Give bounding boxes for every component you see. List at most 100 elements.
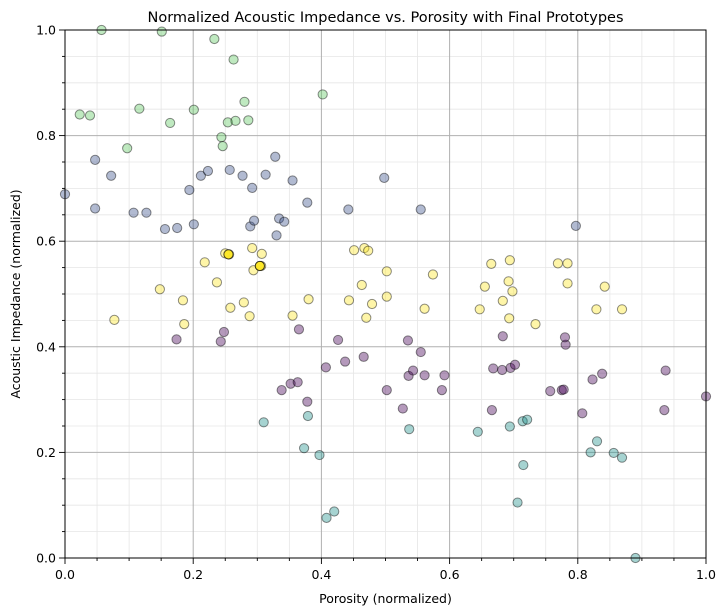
data-point [497, 331, 508, 342]
data-point [343, 204, 354, 215]
data-point [320, 362, 331, 373]
data-point [195, 170, 206, 181]
data-point [608, 447, 619, 459]
data-point [244, 311, 255, 322]
data-point [256, 248, 267, 259]
y-tick-label: 0.4 [36, 339, 56, 354]
data-point [247, 242, 258, 254]
data-point [504, 255, 515, 266]
data-point [404, 424, 415, 435]
data-point [616, 452, 628, 463]
data-point [216, 132, 227, 143]
data-point [74, 109, 85, 120]
data-point [587, 374, 598, 385]
data-point [279, 216, 290, 227]
x-tick-label: 0.8 [568, 567, 588, 582]
data-point [273, 213, 285, 224]
data-point [599, 281, 610, 292]
data-point [660, 365, 671, 376]
data-point [302, 197, 313, 208]
data-point [659, 405, 670, 416]
data-point [106, 170, 117, 181]
data-point [84, 110, 96, 121]
data-point [403, 370, 414, 381]
data-point [239, 96, 250, 107]
data-point [237, 170, 248, 181]
data-point [303, 294, 314, 305]
x-axis-label: Porosity (normalized) [319, 591, 452, 606]
data-points [59, 24, 712, 564]
data-point [184, 184, 195, 196]
data-point [486, 258, 497, 270]
data-point [247, 182, 258, 193]
data-point [209, 33, 220, 45]
data-point [154, 284, 165, 295]
data-point [512, 497, 523, 508]
data-point [314, 449, 325, 461]
data-point [407, 365, 419, 376]
data-point [518, 459, 529, 471]
data-point [302, 396, 313, 407]
data-point [343, 295, 355, 306]
data-point [558, 384, 569, 395]
data-point [172, 222, 183, 234]
data-point [559, 332, 571, 343]
data-point [359, 242, 370, 254]
data-point [504, 421, 515, 432]
data-point [293, 324, 305, 335]
data-point [381, 291, 392, 302]
data-point [171, 334, 182, 345]
data-point [215, 336, 226, 347]
data-point [298, 443, 310, 454]
data-point [243, 115, 254, 126]
chart-title: Normalized Acoustic Impedance vs. Porosi… [147, 10, 623, 26]
data-point [497, 295, 508, 306]
data-point [188, 104, 199, 115]
data-point [230, 115, 241, 126]
data-point [503, 276, 514, 287]
data-point [419, 303, 430, 314]
data-point [238, 297, 249, 308]
data-point [90, 154, 101, 165]
data-point [188, 219, 199, 230]
data-point [358, 351, 369, 362]
data-point [488, 363, 499, 374]
y-axis-label: Acoustic Impedance (normalized) [8, 189, 23, 398]
data-point [159, 223, 171, 235]
y-tick-label: 0.6 [36, 234, 56, 249]
data-point [317, 89, 328, 100]
data-point [177, 295, 189, 306]
data-point [560, 339, 571, 350]
highlighted-point [223, 249, 234, 260]
data-point [218, 326, 230, 338]
data-point [224, 164, 235, 176]
x-tick-label: 0.2 [183, 567, 203, 582]
data-point [302, 410, 314, 422]
data-point [591, 304, 602, 315]
data-point [356, 279, 367, 291]
data-point [222, 117, 233, 128]
x-tick-label: 0.6 [440, 567, 460, 582]
data-point [530, 318, 541, 330]
data-point [90, 203, 101, 214]
data-point [427, 269, 439, 280]
data-point [321, 512, 332, 523]
data-point [379, 172, 390, 183]
data-point [260, 169, 271, 180]
data-point [329, 506, 340, 517]
data-point [217, 141, 228, 152]
data-point [415, 204, 426, 215]
data-point [504, 313, 515, 324]
data-point [202, 165, 214, 177]
data-point [486, 405, 498, 416]
data-point [122, 143, 133, 154]
data-point [585, 447, 596, 458]
data-point [439, 370, 450, 381]
axis-ticks: 0.0 0.2 0.4 0.6 0.8 1.0 0.0 0.2 0.4 0.6 0.8 1.0 [36, 23, 716, 583]
data-point [577, 408, 588, 419]
data-point [248, 215, 260, 226]
data-point [225, 302, 236, 313]
data-point [348, 245, 360, 256]
data-point [340, 356, 351, 367]
